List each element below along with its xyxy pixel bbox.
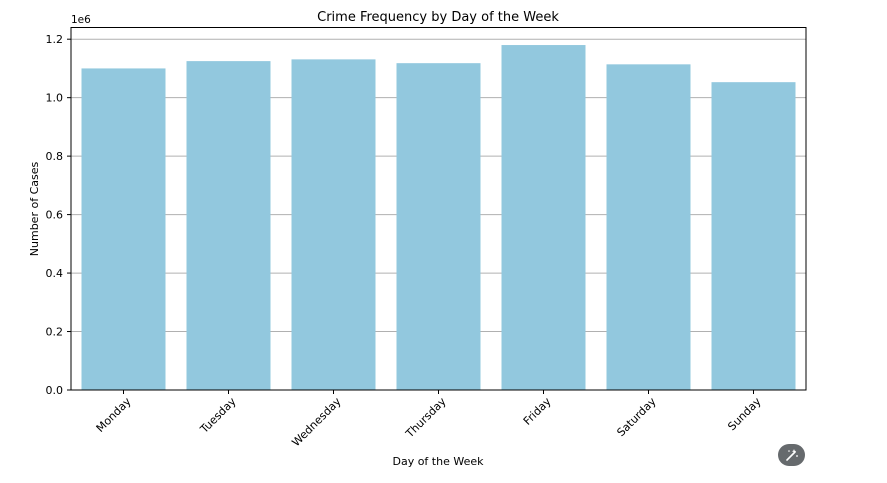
- bar: [711, 82, 796, 391]
- y-tick-label: 0.4: [46, 267, 64, 280]
- y-tick-label: 0.2: [46, 326, 64, 339]
- bar: [81, 68, 166, 390]
- x-tick-label: Thursday: [403, 395, 449, 441]
- bar: [396, 63, 481, 391]
- y-tick-label: 1.0: [46, 92, 64, 105]
- y-axis-label: Number of Cases: [28, 162, 41, 257]
- y-tick-label: 1.2: [46, 33, 64, 46]
- y-axis-ticks: 0.0 0.2 0.4 0.6 0.8 1.0 1.2: [46, 33, 71, 397]
- y-tick-label: 0.8: [46, 150, 64, 163]
- bars: [81, 45, 796, 391]
- magic-wand-icon: [786, 449, 798, 461]
- bar: [501, 45, 586, 391]
- magic-wand-button[interactable]: [778, 444, 805, 466]
- y-axis-scale-label: 1e6: [71, 14, 91, 26]
- plot-frame: [70, 27, 807, 391]
- x-axis-ticks: Monday Tuesday Wednesday Thursday Friday Satu…: [94, 390, 764, 449]
- y-tick-label: 0.6: [46, 209, 64, 222]
- x-tick-label: Tuesday: [197, 395, 239, 437]
- x-axis-label: Day of the Week: [392, 455, 484, 468]
- x-tick-label: Sunday: [725, 395, 764, 434]
- y-tick-label: 0.0: [46, 384, 64, 397]
- x-tick-label: Wednesday: [289, 395, 344, 450]
- x-tick-label: Monday: [94, 395, 134, 435]
- chart-title: Crime Frequency by Day of the Week: [317, 10, 559, 25]
- bar: [606, 64, 691, 390]
- x-tick-label: Saturday: [614, 395, 659, 440]
- x-tick-label: Friday: [521, 395, 554, 428]
- bar: [186, 61, 271, 390]
- bar: [291, 59, 376, 390]
